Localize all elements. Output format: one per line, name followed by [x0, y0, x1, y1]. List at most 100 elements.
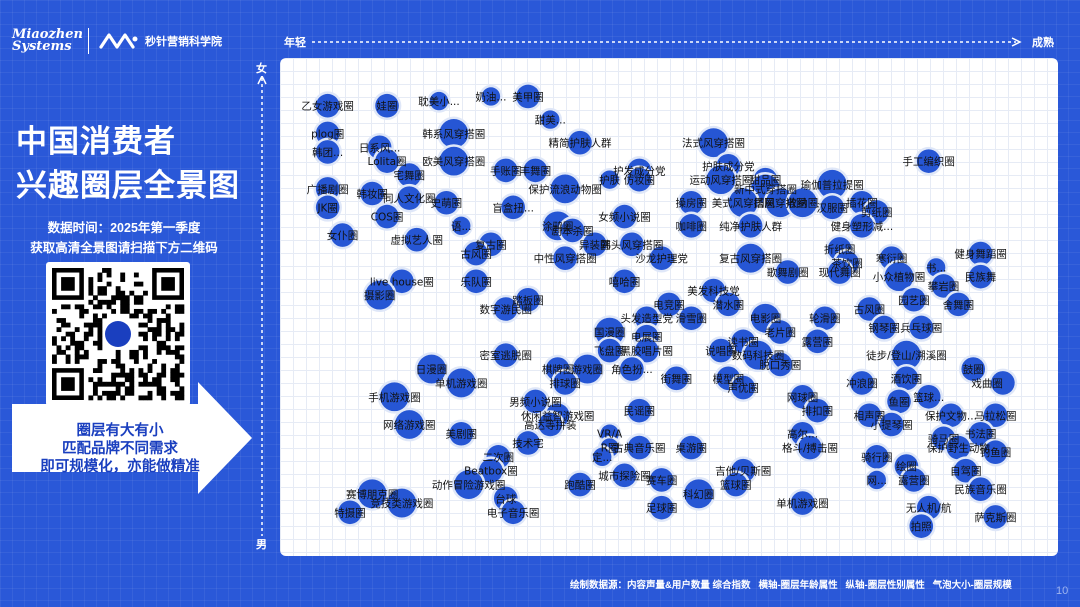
bubble-circle: [553, 246, 577, 270]
arrow-shape: [12, 382, 252, 494]
bubble: [714, 290, 743, 319]
y-axis-indicator: 女 男: [254, 60, 270, 551]
bubble-circle: [627, 398, 652, 423]
bubble: [676, 211, 706, 241]
bubble-label: 高达等拼装: [524, 419, 577, 432]
bubble: [461, 266, 491, 296]
bubble-label: 书...: [926, 262, 947, 274]
bubble: [862, 442, 892, 472]
bubble-label: 园艺圈: [898, 295, 930, 307]
bubble: [313, 193, 342, 222]
bubble-circle: [790, 491, 815, 515]
x-axis-indicator: 年轻 成熟: [284, 34, 1054, 50]
bubble-label: 露营圈: [802, 335, 834, 348]
bubble: [662, 364, 691, 393]
bubble: [810, 303, 840, 333]
bubble-circle: [541, 110, 560, 129]
bubble-label: 脱口秀圈: [759, 358, 801, 371]
bubble: [550, 368, 580, 398]
bubble: [728, 373, 758, 402]
bubble-label: 轮滑圈: [809, 312, 841, 325]
bubble-circle: [612, 269, 637, 294]
bubble-circle: [736, 243, 766, 273]
bubble: [795, 433, 825, 462]
bubble-circle: [649, 246, 674, 270]
bubble-circle: [597, 338, 622, 363]
bubble: [610, 461, 639, 490]
bubble-circle: [706, 165, 736, 195]
callout-line-2: 匹配品牌不同需求: [62, 441, 178, 457]
bubble-circle: [679, 190, 704, 215]
bubble-label: R圈: [601, 443, 619, 455]
bubble-circle: [916, 384, 941, 409]
bubble-circle: [612, 204, 637, 229]
bubble-circle: [464, 269, 488, 294]
bubble-label: 史萌圈: [431, 197, 463, 210]
qr-code[interactable]: [46, 262, 190, 406]
bubble: [565, 128, 595, 157]
bubble: [936, 400, 966, 430]
bubble-label: 鱼圈: [889, 395, 910, 408]
bubble-label: 数码科技圈: [732, 349, 785, 362]
bubble: [432, 188, 461, 218]
bubble: [313, 137, 342, 167]
bubble-label: 瑜伽普拉提圈: [801, 178, 864, 191]
bubble-label: 韩系风穿搭圈: [422, 127, 485, 140]
bubble-label: 竞技类游戏圈: [370, 497, 433, 510]
bubble-label: 护肤: [599, 174, 620, 187]
bubble: [882, 259, 916, 294]
bubble: [521, 387, 550, 416]
bubble: [558, 216, 587, 245]
bubble: [817, 193, 847, 222]
bubble: [491, 340, 521, 370]
bubble-label: 民谣圈: [624, 406, 656, 418]
bubble-label: 韩头风穿搭圈: [600, 238, 663, 251]
bubble: [696, 125, 731, 160]
bubble-label: 广播剧圈: [307, 183, 349, 196]
bubble-label: 欧美风穿搭圈: [422, 155, 485, 168]
bubble: [372, 202, 402, 231]
bubble-label: Lolita圈: [368, 156, 407, 168]
bubble: [444, 366, 479, 400]
bubble-circle: [375, 93, 399, 118]
bubble-circle: [768, 352, 793, 377]
bubble-circle: [664, 366, 689, 391]
bubble-label: 篮球圈: [720, 479, 752, 492]
bubble-circle: [620, 232, 644, 257]
bubble: [625, 165, 654, 194]
bubble: [914, 146, 943, 176]
bubble-label: 高尔...: [787, 428, 818, 441]
bubble-label: 攀岩圈: [928, 280, 960, 293]
bubble-label: 无人机/航: [906, 502, 952, 515]
title-line-2: 兴趣圈层全景图: [16, 168, 240, 203]
bubble-label: 法式风穿搭圈: [682, 137, 745, 150]
bubble: [773, 257, 803, 287]
bubble-label: 男频小说圈: [509, 395, 562, 408]
bubble-label: 戏曲圈: [971, 378, 1003, 390]
bubble-circle: [946, 435, 971, 460]
bubble-label: 单机游戏圈: [435, 377, 488, 390]
bubble-circle: [600, 170, 619, 189]
bubble: [436, 144, 471, 179]
bubble-circle: [872, 315, 896, 340]
bubble-circle: [857, 403, 882, 428]
bubble-circle: [728, 188, 758, 218]
bubble-label: 萨克斯圈: [974, 511, 1016, 524]
bubble-circle: [983, 440, 1008, 465]
bubble: [395, 183, 424, 213]
bubble-label: 休闲益智游戏圈: [521, 409, 595, 422]
bubble-circle: [568, 130, 592, 155]
bubble: [535, 410, 565, 439]
bubble-circle: [553, 371, 577, 395]
bubble: [966, 474, 995, 504]
bubble-label: 排球圈: [549, 377, 581, 390]
bubble-circle: [338, 500, 362, 525]
bubble-label: 咖啡圈: [676, 221, 708, 233]
bubble-circle: [788, 188, 817, 218]
bubble: [785, 185, 820, 220]
bubble-circle: [743, 340, 773, 370]
bubble-circle: [716, 292, 741, 317]
bubble-label: 跑酷圈: [564, 479, 596, 492]
bubble: [647, 243, 676, 273]
bubble-label: 书法圈: [965, 428, 997, 441]
